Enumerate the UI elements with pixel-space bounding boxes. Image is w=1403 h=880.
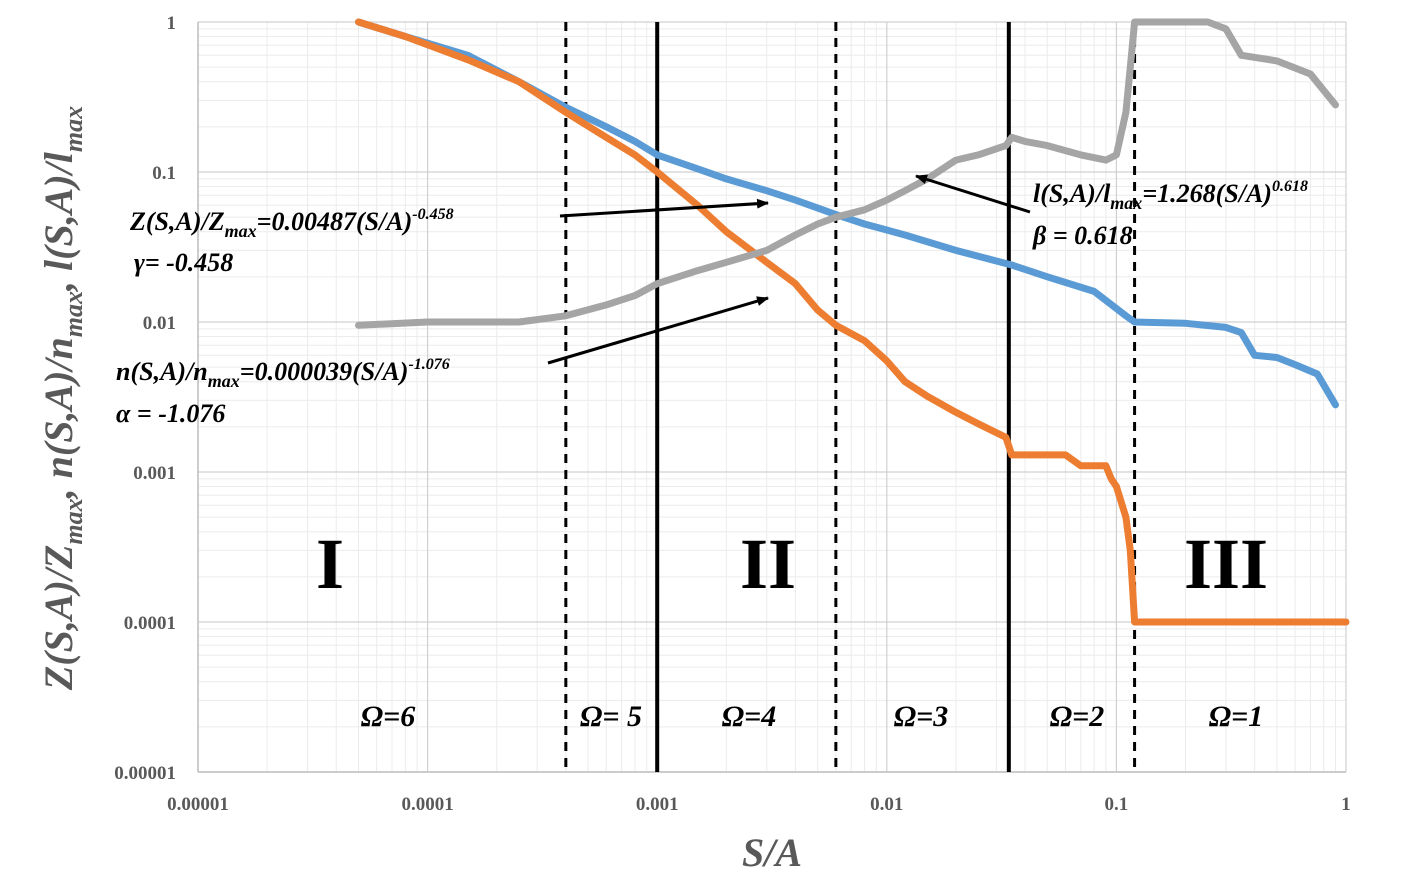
y-tick-label: 0.01 [143,313,176,334]
major-grid [197,21,1347,773]
x-tick-labels: 0.00001 0.0001 0.001 0.01 0.1 1 [167,794,1351,815]
y-tick-label: 0.0001 [124,613,176,634]
n-fit-equation: n(S,A)/nmax=0.000039(S/A)-1.076 [116,356,450,391]
region-label-III: III [1184,524,1268,604]
x-tick-label: 0.01 [870,794,903,815]
n-annotation-arrow [547,296,769,365]
omega-label-5: Ω= 5 [580,700,642,733]
x-tick-label: 1 [1341,794,1351,815]
x-tick-label: 0.001 [636,794,679,815]
y-tick-labels: 0.00001 0.0001 0.001 0.01 0.1 1 [114,13,176,784]
x-axis-title: S/A [742,830,802,875]
region-label-II: II [740,524,796,604]
x-tick-label: 0.1 [1105,794,1129,815]
omega-label-2: Ω=2 [1050,700,1104,733]
z-exponent-gamma: γ= -0.458 [134,248,233,277]
axes [197,22,1346,773]
l-exponent-beta: β = 0.618 [1032,221,1133,250]
x-tick-label: 0.00001 [167,794,229,815]
omega-label-6: Ω=6 [361,700,415,733]
minor-grid [198,22,1346,772]
z-annotation-arrow [559,198,769,218]
region-boundary-lines [564,22,1137,772]
series-line-Z [355,18,1339,409]
y-tick-label: 0.1 [152,163,176,184]
series-line-l [355,18,1339,329]
series-line-n [355,18,1350,626]
x-tick-label: 0.0001 [401,794,453,815]
n-exponent-alpha: α = -1.076 [116,399,225,428]
z-fit-equation: Z(S,A)/Zmax=0.00487(S/A)-0.458 [129,206,454,241]
omega-label-4: Ω=4 [722,700,776,733]
y-tick-label: 0.00001 [114,763,176,784]
y-axis-title: Z(S,A)/Zmax, n(S,A)/nmax, l(S,A)/lmax [36,106,88,691]
omega-label-1: Ω=1 [1209,700,1263,733]
y-tick-label: 0.001 [133,463,176,484]
omega-label-3: Ω=3 [894,700,948,733]
l-annotation-arrow [915,174,1031,214]
region-label-I: I [316,524,344,604]
l-fit-equation: l(S,A)/lmax=1.268(S/A)0.618 [1033,178,1308,213]
y-tick-label: 1 [167,13,177,34]
series-lines [355,18,1350,626]
